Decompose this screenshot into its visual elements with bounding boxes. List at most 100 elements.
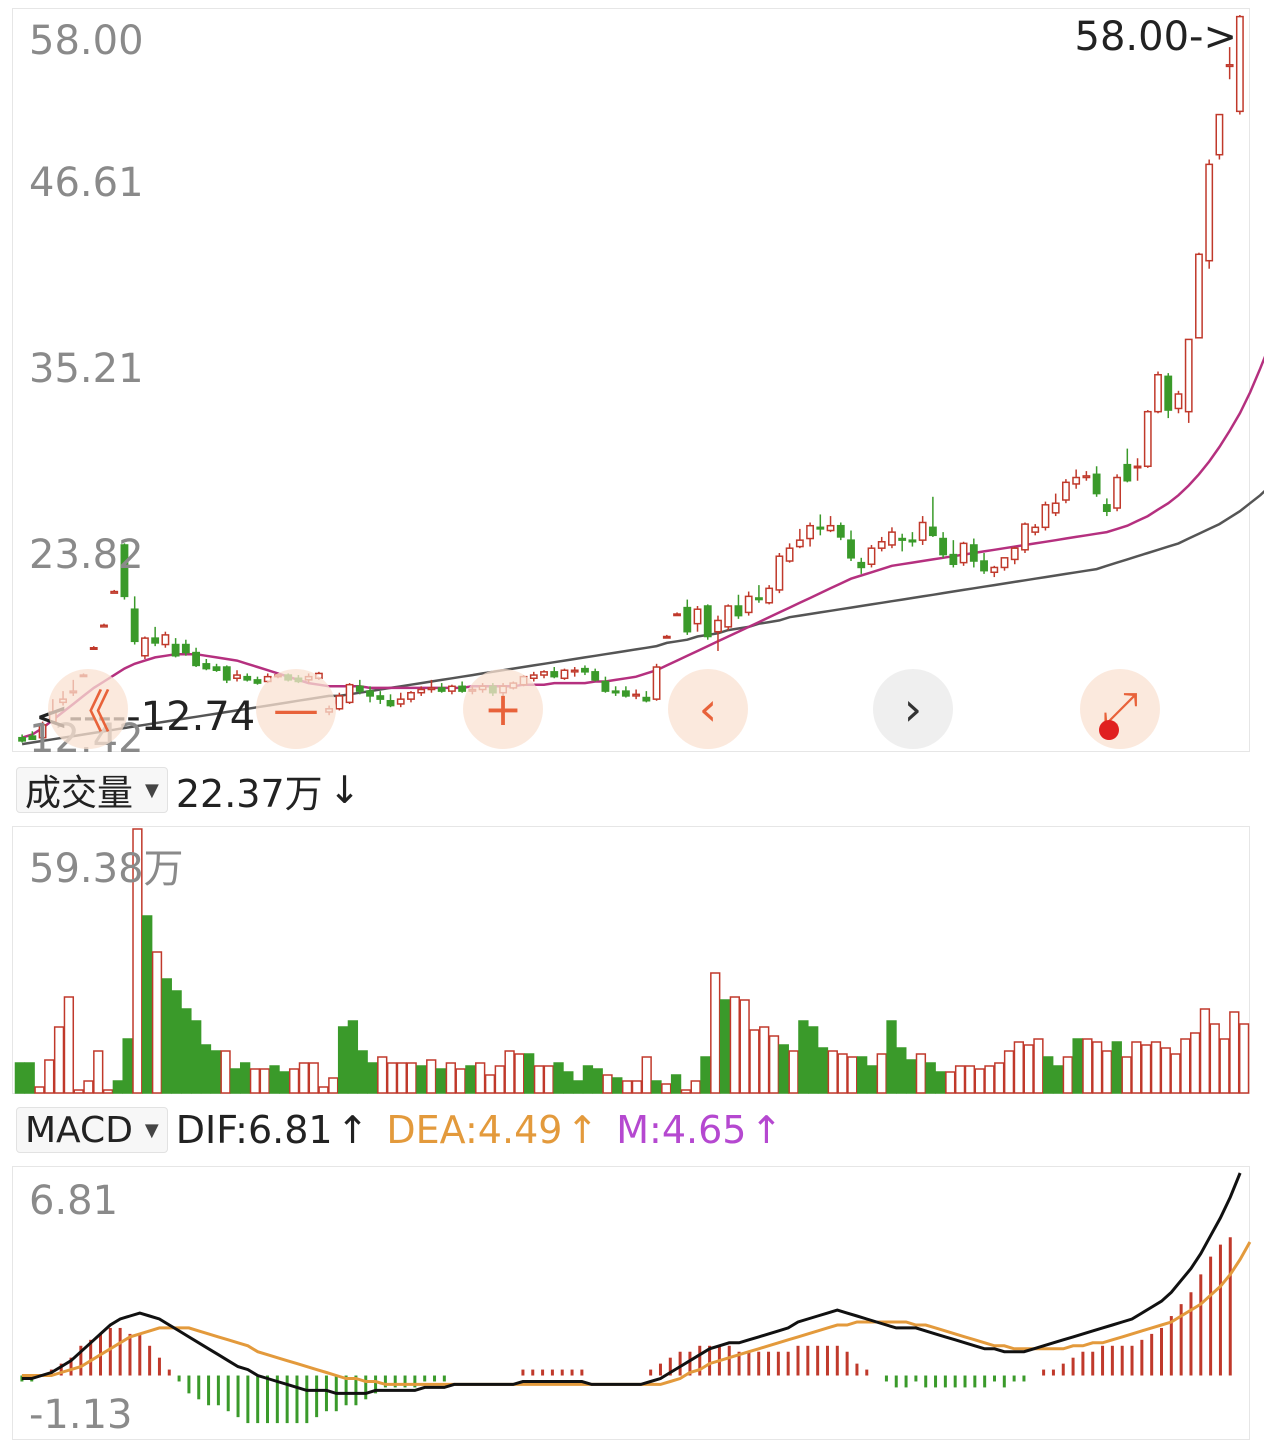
- chevron-left-icon[interactable]: ‹: [668, 669, 748, 749]
- candle-body: [120, 544, 129, 598]
- candle-body: [1174, 393, 1183, 410]
- candle-body: [908, 539, 917, 543]
- price-chart-panel[interactable]: 58.00 46.61 35.21 23.82 12.42 58.00-> <-…: [12, 8, 1264, 759]
- candle-body: [621, 690, 630, 697]
- candle-body: [110, 590, 119, 594]
- volume-bar: [220, 1050, 231, 1094]
- candle-body: [1061, 481, 1070, 501]
- candle-body: [550, 671, 559, 678]
- volume-bar: [357, 1050, 368, 1094]
- volume-bar: [837, 1053, 848, 1094]
- macd-chart-panel[interactable]: 6.81 -1.13: [12, 1166, 1252, 1440]
- volume-bar: [308, 1062, 319, 1094]
- candle-body: [1021, 523, 1029, 551]
- double-chevron-left-icon[interactable]: 《: [48, 669, 128, 749]
- volume-bar: [298, 1062, 310, 1094]
- macd-indicator-selector[interactable]: MACD ▼: [16, 1107, 168, 1153]
- candle-body: [836, 524, 845, 538]
- volume-bar: [416, 1065, 427, 1094]
- candle-body: [28, 735, 37, 741]
- candle-body: [795, 539, 804, 548]
- volume-value: 22.37万: [175, 771, 323, 816]
- dropdown-caret-icon: ▼: [145, 779, 159, 801]
- volume-bar: [1101, 1050, 1113, 1094]
- minus-icon[interactable]: —: [256, 669, 336, 749]
- volume-bar: [44, 1059, 55, 1094]
- candle-body: [1092, 473, 1101, 495]
- volume-bar: [945, 1071, 956, 1094]
- volume-bar: [259, 1068, 270, 1094]
- volume-bar: [964, 1065, 976, 1094]
- candle-body: [673, 613, 681, 617]
- candle-body: [1041, 504, 1050, 529]
- volume-axis-label-max: 59.38万: [29, 846, 184, 892]
- volume-bar: [602, 1074, 613, 1094]
- volume-bar: [612, 1077, 623, 1094]
- volume-bar: [504, 1050, 515, 1094]
- candle-body: [447, 685, 456, 692]
- volume-chart-panel[interactable]: 59.38万: [12, 826, 1250, 1094]
- volume-bar: [328, 1077, 339, 1094]
- volume-bar: [1189, 1032, 1201, 1094]
- expand-icon[interactable]: ⤢: [1080, 669, 1160, 749]
- candle-body: [1215, 113, 1224, 156]
- volume-bar: [1072, 1038, 1083, 1094]
- volume-bar: [1121, 1056, 1132, 1094]
- volume-chart-svg: [14, 828, 1250, 1094]
- volume-bar: [445, 1062, 456, 1094]
- candle-body: [140, 637, 149, 657]
- candle-body: [785, 547, 794, 562]
- volume-bar: [680, 1089, 692, 1094]
- volume-bar: [710, 972, 721, 1094]
- candle-body: [151, 637, 160, 644]
- volume-bar: [122, 1038, 133, 1094]
- candle-body: [990, 566, 999, 574]
- volume-bar: [621, 1080, 633, 1094]
- ma-short-line: [21, 355, 1264, 739]
- volume-bar: [249, 1068, 261, 1094]
- candle-body: [632, 693, 641, 697]
- volume-bar: [494, 1065, 505, 1094]
- candle-body: [171, 643, 180, 657]
- candle-body: [1031, 526, 1040, 533]
- volume-bar: [994, 1062, 1005, 1094]
- price-axis-label-3: 35.21: [29, 346, 144, 392]
- volume-bar: [1170, 1053, 1181, 1094]
- volume-bar: [288, 1068, 300, 1094]
- volume-bar: [533, 1065, 545, 1094]
- candle-body: [437, 687, 446, 692]
- candle-body: [1102, 504, 1111, 512]
- volume-bar: [543, 1065, 554, 1094]
- volume-indicator-selector[interactable]: 成交量 ▼: [16, 767, 168, 814]
- dif-arrow-up-icon: ↑: [336, 1108, 369, 1152]
- volume-bar: [1092, 1041, 1103, 1094]
- candle-body: [939, 537, 948, 556]
- candle-body: [1184, 338, 1193, 413]
- candle-body: [427, 687, 436, 691]
- volume-bar: [1160, 1047, 1171, 1094]
- candle-body: [980, 560, 988, 572]
- price-axis-label-max: 58.00: [29, 18, 144, 64]
- plus-icon[interactable]: +: [463, 669, 543, 749]
- candle-body: [744, 595, 753, 614]
- volume-bar: [1219, 1038, 1230, 1094]
- candle-body: [642, 696, 651, 702]
- volume-bar: [572, 1080, 584, 1094]
- volume-bar: [181, 1008, 192, 1094]
- volume-bar: [386, 1062, 398, 1094]
- candle-body: [581, 667, 589, 673]
- candle-body: [734, 605, 743, 617]
- volume-selector-label: 成交量: [25, 773, 134, 814]
- volume-bar: [132, 828, 143, 1094]
- volume-bar: [63, 996, 75, 1094]
- ma-long-line: [21, 489, 1264, 746]
- candle-body: [949, 553, 958, 565]
- chevron-right-icon[interactable]: ›: [873, 669, 953, 749]
- candle-body: [867, 547, 876, 565]
- candle-body: [1195, 253, 1203, 339]
- candle-body: [724, 605, 733, 628]
- candle-body: [765, 587, 774, 604]
- candle-body: [529, 674, 538, 680]
- volume-bar: [1150, 1041, 1162, 1094]
- candle-body: [1000, 557, 1009, 569]
